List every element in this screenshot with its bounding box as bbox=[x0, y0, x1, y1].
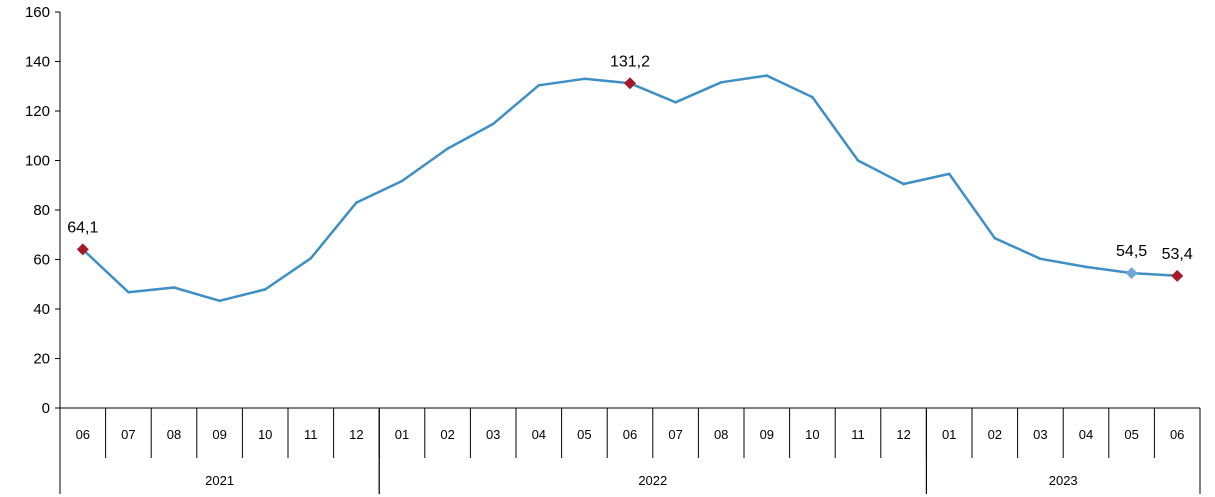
data-point-marker bbox=[1171, 269, 1184, 282]
x-axis: 06 07 08 09 10 11 12 01 02 03 04 05 06 07 08 09 10 11 12 01… bbox=[59, 407, 1201, 494]
x-month-label: 06 bbox=[1170, 427, 1184, 442]
x-month-label: 05 bbox=[577, 427, 591, 442]
x-year-label: 2021 bbox=[205, 473, 234, 488]
data-label: 64,1 bbox=[67, 219, 98, 236]
y-tick-label: 40 bbox=[33, 301, 50, 318]
x-month-label: 09 bbox=[760, 427, 774, 442]
data-point-marker bbox=[624, 77, 636, 90]
series-point bbox=[218, 299, 221, 303]
y-tick-label: 20 bbox=[33, 351, 50, 368]
y-tick-label: 80 bbox=[33, 202, 50, 219]
x-month-label: 10 bbox=[805, 427, 819, 442]
series-point bbox=[811, 95, 814, 99]
x-month-label: 05 bbox=[1124, 427, 1138, 442]
series-line bbox=[81, 74, 1178, 303]
x-month-label: 08 bbox=[714, 427, 728, 442]
x-year-label: 2022 bbox=[638, 473, 667, 488]
series-point bbox=[537, 83, 541, 87]
series-point bbox=[583, 77, 586, 81]
y-tick-label: 140 bbox=[25, 54, 50, 71]
x-month-label: 09 bbox=[212, 427, 226, 442]
x-month-label: 12 bbox=[349, 427, 363, 442]
y-tick-label: 100 bbox=[25, 153, 50, 170]
x-year-label: 2023 bbox=[1049, 473, 1078, 488]
series-point bbox=[309, 256, 313, 260]
y-tick-label: 60 bbox=[33, 252, 50, 269]
x-month-label: 07 bbox=[121, 427, 135, 442]
data-label: 131,2 bbox=[610, 53, 650, 70]
x-month-label: 06 bbox=[623, 427, 637, 442]
series-point bbox=[446, 147, 449, 150]
data-point-marker bbox=[76, 243, 89, 256]
series-point bbox=[993, 236, 997, 240]
annotation-layer: 64,1 131,2 54,5 53,4 bbox=[67, 53, 1193, 282]
series-point bbox=[400, 179, 404, 183]
x-month-label: 11 bbox=[851, 427, 865, 442]
x-month-label: 03 bbox=[486, 427, 500, 442]
series-point bbox=[172, 286, 176, 289]
data-point-marker bbox=[1125, 267, 1138, 280]
x-month-label: 12 bbox=[896, 427, 910, 442]
series-point bbox=[674, 101, 677, 104]
x-month-label: 02 bbox=[440, 427, 454, 442]
x-month-label: 03 bbox=[1033, 427, 1047, 442]
series-point bbox=[902, 182, 905, 186]
series-point bbox=[263, 288, 267, 291]
x-month-label: 08 bbox=[167, 427, 181, 442]
y-axis: 0 20 40 60 80 100 120 140 160 bbox=[25, 4, 61, 417]
series-point bbox=[355, 201, 358, 204]
x-month-label: 04 bbox=[532, 427, 546, 442]
series-point bbox=[491, 122, 495, 126]
series-point bbox=[127, 290, 130, 294]
series-point bbox=[1039, 257, 1042, 261]
y-tick-label: 0 bbox=[42, 400, 50, 417]
x-month-label: 01 bbox=[395, 427, 409, 442]
x-month-label: 10 bbox=[258, 427, 272, 442]
series-point bbox=[1084, 265, 1088, 269]
series-point bbox=[947, 172, 951, 176]
data-label: 54,5 bbox=[1116, 243, 1147, 260]
y-tick-label: 120 bbox=[25, 103, 50, 120]
series-point bbox=[765, 74, 769, 77]
x-month-label: 04 bbox=[1079, 427, 1093, 442]
data-label: 53,4 bbox=[1162, 246, 1193, 263]
y-tick-label: 160 bbox=[25, 4, 50, 21]
series-layer bbox=[81, 74, 1179, 303]
x-month-label: 11 bbox=[304, 427, 318, 442]
series-point bbox=[719, 80, 723, 84]
x-month-label: 07 bbox=[668, 427, 682, 442]
series-point bbox=[856, 159, 860, 162]
x-month-label: 02 bbox=[988, 427, 1002, 442]
x-month-label: 01 bbox=[942, 427, 956, 442]
x-month-label: 06 bbox=[76, 427, 90, 442]
